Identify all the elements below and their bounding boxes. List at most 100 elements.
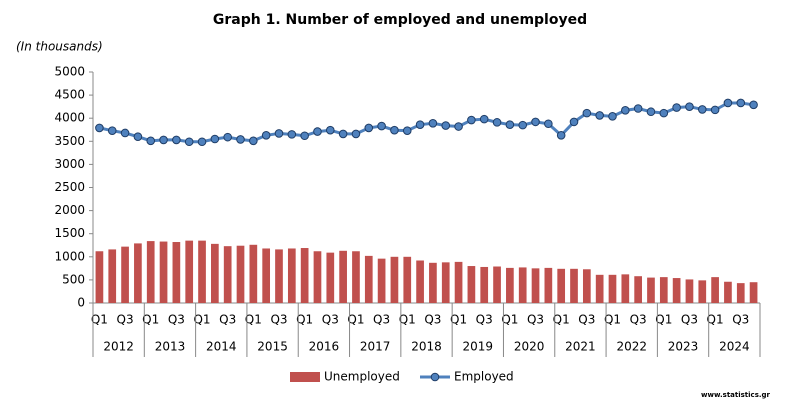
marker <box>556 130 566 140</box>
year-label: 2021 <box>565 340 596 354</box>
marker <box>159 135 168 145</box>
marker <box>402 126 412 135</box>
bar <box>429 262 437 303</box>
bar <box>544 267 553 303</box>
x-tick-label: Q1 <box>604 313 621 327</box>
bar <box>518 267 527 303</box>
bar <box>557 268 566 303</box>
year-label: 2017 <box>360 340 391 354</box>
year-label: 2012 <box>103 340 134 354</box>
bar <box>531 268 540 303</box>
bar <box>198 240 206 303</box>
x-tick-label: Q1 <box>91 313 108 327</box>
legend-label: Unemployed <box>324 370 400 384</box>
year-label: 2013 <box>155 340 186 354</box>
marker <box>672 103 681 112</box>
y-tick-label: 3000 <box>54 157 85 171</box>
marker <box>479 114 489 124</box>
marker <box>313 127 322 136</box>
x-tick-label: Q3 <box>168 313 185 327</box>
bar <box>570 268 578 303</box>
bar <box>608 274 617 303</box>
y-tick-label: 2500 <box>54 180 85 194</box>
bar <box>672 278 681 303</box>
bar <box>582 269 591 303</box>
bar <box>185 240 194 303</box>
marker <box>338 129 348 139</box>
bar <box>493 266 501 303</box>
marker <box>505 120 515 129</box>
x-tick-label: Q3 <box>322 313 339 327</box>
marker <box>184 137 194 147</box>
marker <box>364 123 374 133</box>
x-tick-label: Q1 <box>501 313 518 327</box>
bar <box>595 274 604 303</box>
bar <box>621 274 630 303</box>
x-tick-label: Q3 <box>630 313 647 327</box>
bar <box>711 277 719 303</box>
marker <box>95 123 104 133</box>
year-label: 2019 <box>463 340 494 354</box>
year-label: 2015 <box>257 340 288 354</box>
marker <box>710 105 720 115</box>
year-label: 2016 <box>309 340 340 354</box>
y-tick-label: 2000 <box>54 203 85 217</box>
x-tick-label: Q1 <box>553 313 570 327</box>
x-tick-label: Q3 <box>578 313 595 327</box>
bar <box>736 283 745 303</box>
x-tick-label: Q1 <box>707 313 724 327</box>
marker <box>197 137 207 147</box>
bar <box>390 256 399 303</box>
x-tick-label: Q1 <box>399 313 416 327</box>
bar <box>634 276 642 303</box>
bar <box>480 266 489 303</box>
marker <box>325 125 335 135</box>
bar <box>467 266 476 303</box>
marker <box>261 130 271 140</box>
year-label: 2018 <box>411 340 442 354</box>
marker <box>107 126 117 135</box>
bar <box>724 281 732 303</box>
x-tick-label: Q1 <box>450 313 467 327</box>
marker <box>646 107 656 117</box>
y-tick-label: 500 <box>62 272 85 286</box>
bar <box>364 255 373 303</box>
y-tick-label: 4500 <box>54 88 85 102</box>
bar <box>249 244 258 303</box>
marker <box>300 131 309 141</box>
marker <box>582 108 592 118</box>
y-tick-label: 5000 <box>54 65 85 79</box>
marker <box>749 100 758 110</box>
marker <box>172 135 181 145</box>
bar <box>659 277 668 303</box>
marker <box>415 120 425 129</box>
marker <box>210 134 220 144</box>
marker <box>736 98 746 108</box>
bar <box>647 277 655 303</box>
bar <box>121 246 129 303</box>
bar <box>339 250 347 303</box>
marker <box>287 130 297 139</box>
x-tick-label: Q3 <box>270 313 287 327</box>
x-tick-label: Q1 <box>347 313 364 327</box>
chart-title: Graph 1. Number of employed and unemploy… <box>213 12 587 28</box>
source: www.statistics.gr <box>701 391 770 399</box>
year-label: 2014 <box>206 340 237 354</box>
bar <box>275 249 283 303</box>
bar <box>685 279 694 303</box>
bar <box>313 251 322 303</box>
bar <box>352 251 360 303</box>
marker <box>569 117 579 127</box>
bar <box>223 246 232 303</box>
x-tick-label: Q1 <box>296 313 313 327</box>
bar <box>146 241 155 303</box>
legend-swatch <box>430 372 440 382</box>
x-tick-label: Q3 <box>219 313 236 327</box>
year-label: 2022 <box>616 340 647 354</box>
marker <box>659 108 669 118</box>
chart-subtitle: (In thousands) <box>16 40 103 54</box>
bar <box>262 248 271 303</box>
bar <box>698 280 707 303</box>
bar <box>749 282 758 303</box>
bar <box>287 248 296 303</box>
